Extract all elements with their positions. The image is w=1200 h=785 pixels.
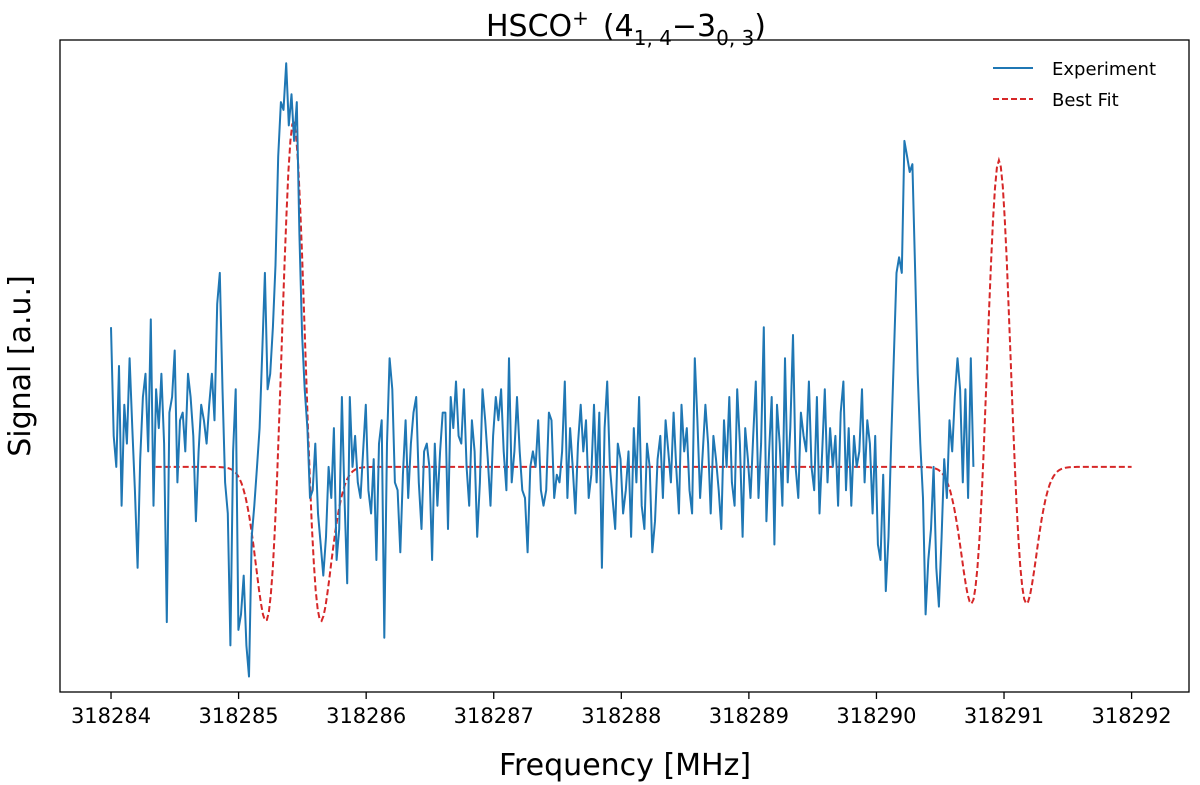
x-axis-ticks: 318284 318285 318286 318287 318288 318289 3182…	[71, 692, 1172, 728]
chart-title-mid: 3	[697, 9, 716, 44]
legend-fit-label: Best Fit	[1052, 90, 1119, 111]
chart-title-sub1: 1, 4	[634, 26, 672, 50]
series-experiment-line	[110, 62, 975, 678]
x-tick-label: 318287	[454, 704, 534, 728]
x-tick-label: 318285	[199, 704, 279, 728]
chart-title-open: (4	[603, 9, 634, 44]
x-tick-label: 318291	[964, 704, 1044, 728]
chart-title-sup: +	[572, 6, 589, 30]
legend: Experiment Best Fit	[993, 59, 1156, 111]
x-tick-label: 318290	[836, 704, 916, 728]
x-axis-label: Frequency [MHz]	[499, 748, 751, 783]
x-tick-label: 318292	[1092, 704, 1172, 728]
legend-experiment-label: Experiment	[1052, 59, 1156, 80]
chart-title-base: HSCO	[486, 9, 572, 44]
series-best-fit-line	[155, 121, 1132, 623]
y-axis-label: Signal [a.u.]	[3, 275, 38, 457]
x-tick-label: 318289	[709, 704, 789, 728]
x-tick-label: 318288	[581, 704, 661, 728]
plot-area	[110, 62, 1132, 678]
chart-title-close: )	[754, 9, 766, 44]
chart-title: HSCO+ (41, 4−30, 3)	[486, 6, 766, 50]
fit-layer	[155, 121, 1132, 623]
chart-title-sub2: 0, 3	[716, 26, 754, 50]
chart-title-minus: −	[672, 9, 697, 44]
experiment-layer	[110, 62, 975, 678]
x-tick-label: 318286	[326, 704, 406, 728]
x-tick-label: 318284	[71, 704, 151, 728]
plot-frame	[59, 39, 1190, 693]
